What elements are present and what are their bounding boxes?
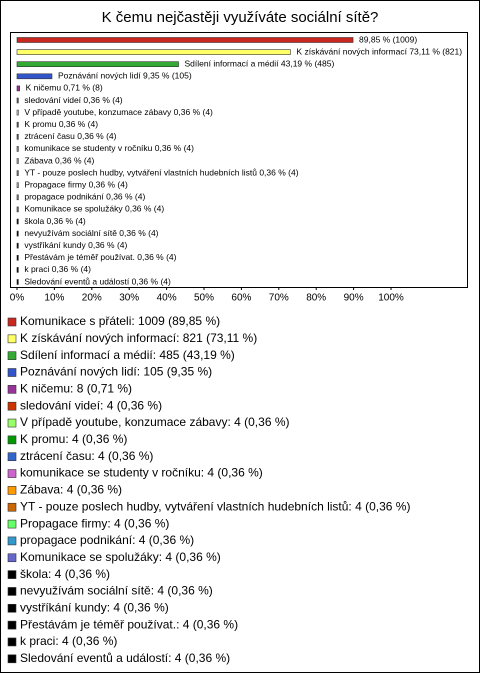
bar-label: Sledování eventů a událostí 0,36 % (4) xyxy=(24,276,171,286)
bar xyxy=(16,121,19,128)
legend-label: V případě youtube, konzumace zábavy: 4 (… xyxy=(20,415,290,429)
legend-label: K získávání nových informací: 821 (73,11… xyxy=(20,331,257,345)
bar-label: propagace podnikání 0,36 % (4) xyxy=(24,192,145,202)
legend-label: Zábava: 4 (0,36 %) xyxy=(20,483,122,497)
x-tick-label: 60% xyxy=(231,293,251,304)
legend-label: Komunikace s přáteli: 1009 (89,85 %) xyxy=(20,314,220,328)
legend-label: Sdílení informací a médií: 485 (43,19 %) xyxy=(20,348,235,362)
bar xyxy=(16,49,291,55)
legend-swatch xyxy=(7,368,17,377)
bar xyxy=(16,97,19,104)
legend-swatch xyxy=(7,587,17,596)
legend-swatch xyxy=(7,334,17,344)
legend-label: Přestávám je téměř používat.: 4 (0,36 %) xyxy=(20,617,238,631)
bar-label: ztrácení času 0,36 % (4) xyxy=(24,131,116,141)
bar-label: K ničemu 0,71 % (8) xyxy=(26,83,103,93)
bar-label: YT - pouze poslech hudby, vytváření vlas… xyxy=(24,167,298,177)
legend-swatch xyxy=(7,637,17,647)
bar xyxy=(16,170,19,176)
bar-label: Sdílení informací a médií 43,19 % (485) xyxy=(185,58,335,68)
bar-label: Propagace firmy 0,36 % (4) xyxy=(24,179,128,189)
x-tick-label: 70% xyxy=(269,293,289,304)
legend-swatch xyxy=(7,351,17,360)
bar xyxy=(16,61,179,68)
legend-label: vystříkání kundy: 4 (0,36 %) xyxy=(20,600,169,614)
legend-label: K promu: 4 (0,36 %) xyxy=(20,432,127,446)
x-tick-label: 50% xyxy=(194,293,214,304)
bar-label: K získávání nových informací 73,11 % (82… xyxy=(296,46,462,56)
legend-label: sledování videí: 4 (0,36 %) xyxy=(20,398,162,412)
legend-label: nevyužívám sociální sítě: 4 (0,36 %) xyxy=(20,584,213,598)
legend-label: Propagace firmy: 4 (0,36 %) xyxy=(20,516,169,530)
bar xyxy=(16,230,19,237)
bar-label: K promu 0,36 % (4) xyxy=(24,119,98,129)
legend-swatch xyxy=(7,519,17,529)
chart-title: K čemu nejčastěji využíváte sociální sít… xyxy=(102,9,379,26)
bar xyxy=(16,255,19,261)
bar-label: Zábava 0,36 % (4) xyxy=(24,155,94,165)
bar-label: 89,85 % (1009) xyxy=(359,34,417,44)
legend-label: K ničemu: 8 (0,71 %) xyxy=(20,382,132,396)
legend-label: komunikace se studenty v ročníku: 4 (0,3… xyxy=(20,466,263,480)
bar xyxy=(16,206,19,213)
bar xyxy=(16,85,20,92)
legend-label: škola: 4 (0,36 %) xyxy=(20,567,110,581)
bar-label: V případě youtube, konzumace zábavy 0,36… xyxy=(24,107,213,117)
legend-label: k praci: 4 (0,36 %) xyxy=(20,634,117,648)
bar-label: Přestávám je téměř používat. 0,36 % (4) xyxy=(24,252,176,262)
legend-swatch xyxy=(7,452,17,462)
x-tick-label: 0% xyxy=(10,293,25,304)
legend-swatch xyxy=(7,536,17,546)
bar xyxy=(16,109,19,116)
bar xyxy=(16,37,354,43)
x-tick-label: 10% xyxy=(44,293,64,304)
bar-label: komunikace se studenty v ročníku 0,36 % … xyxy=(24,143,194,153)
bar xyxy=(16,146,19,152)
legend-swatch xyxy=(7,401,17,411)
bar xyxy=(16,218,19,225)
legend-swatch xyxy=(7,317,17,327)
bar xyxy=(16,73,53,80)
bar-label: Poznávání nových lidí 9,35 % (105) xyxy=(58,71,192,81)
bar-label: Komunikace se spolužáky 0,36 % (4) xyxy=(24,204,164,214)
x-tick-label: 20% xyxy=(82,293,102,304)
bar-label: škola 0,36 % (4) xyxy=(24,216,86,226)
legend-label: Komunikace se spolužáky: 4 (0,36 %) xyxy=(20,550,221,564)
legend-swatch xyxy=(7,502,17,512)
x-tick-label: 90% xyxy=(344,293,364,304)
bar-label: nevyužívám sociální sítě 0,36 % (4) xyxy=(24,228,158,238)
legend-swatch xyxy=(7,486,17,495)
legend-label: YT - pouze poslech hudby, vytváření vlas… xyxy=(20,499,410,513)
x-tick-label: 80% xyxy=(306,293,326,304)
legend-swatch xyxy=(7,469,17,478)
legend-label: ztrácení času: 4 (0,36 %) xyxy=(20,449,153,463)
bar xyxy=(16,182,19,188)
legend-label: Sledování eventů a událostí: 4 (0,36 %) xyxy=(20,651,230,665)
bar xyxy=(16,242,19,249)
legend-label: Poznávání nových lidí: 105 (9,35 %) xyxy=(20,365,212,379)
bar xyxy=(16,158,19,164)
bar xyxy=(16,134,19,140)
plot-frame xyxy=(10,32,468,288)
bar-label: sledování videí 0,36 % (4) xyxy=(24,95,122,105)
legend-swatch xyxy=(7,654,17,664)
legend-swatch xyxy=(7,603,17,613)
legend-swatch xyxy=(7,435,17,445)
legend-swatch xyxy=(7,418,17,428)
x-tick-label: 100% xyxy=(378,293,404,304)
bar-label: k praci 0,36 % (4) xyxy=(24,264,91,274)
legend-label: propagace podnikání: 4 (0,36 %) xyxy=(20,533,194,547)
x-tick-label: 40% xyxy=(157,293,177,304)
bar xyxy=(16,279,19,285)
legend-swatch xyxy=(7,570,17,579)
bar xyxy=(16,194,19,201)
legend-swatch xyxy=(7,385,17,394)
legend-swatch xyxy=(7,620,17,630)
x-tick-label: 30% xyxy=(119,293,139,304)
bar xyxy=(16,267,19,273)
bar-label: vystříkání kundy 0,36 % (4) xyxy=(24,240,127,250)
legend-swatch xyxy=(7,553,17,563)
